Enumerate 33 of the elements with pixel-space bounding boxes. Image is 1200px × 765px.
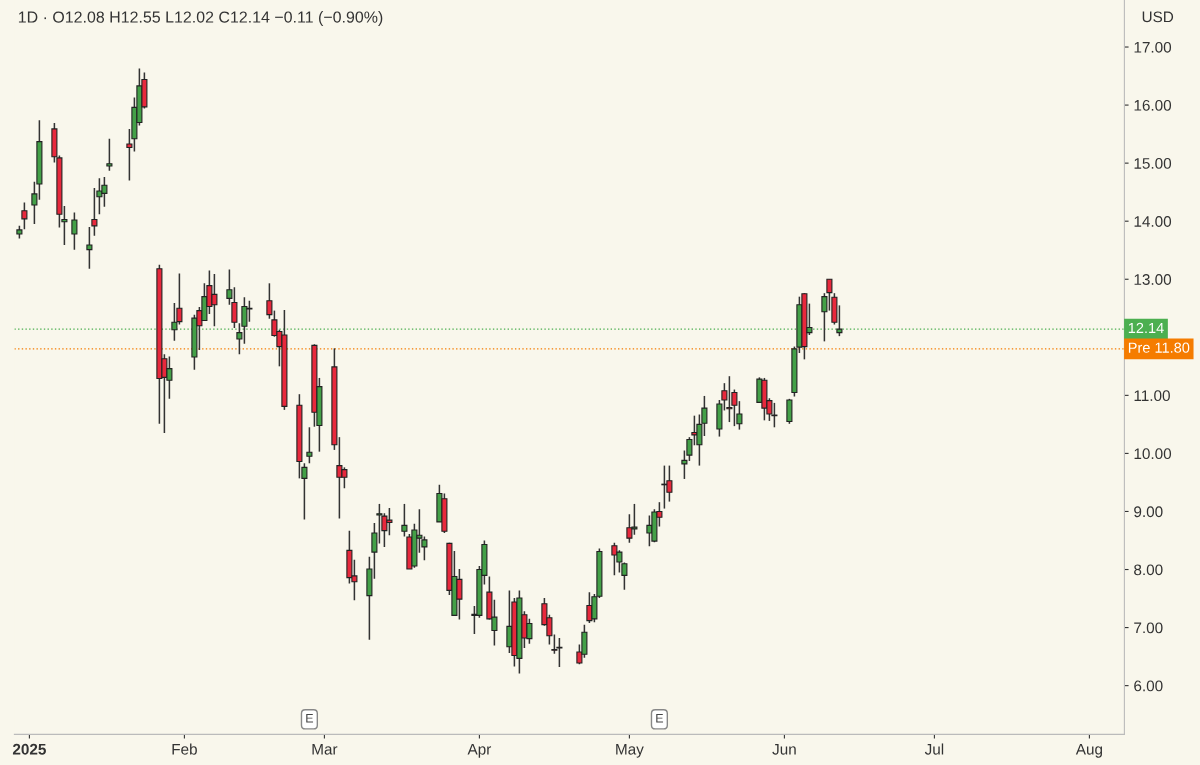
x-tick-label: Mar <box>312 743 338 755</box>
y-tick-label: 17.00 <box>1134 41 1172 53</box>
x-tick-label: Apr <box>467 743 492 758</box>
candlestick <box>21 201 28 231</box>
x-tick-label: 2025 <box>12 743 46 755</box>
x-tick-label: Feb <box>172 743 197 755</box>
annotation: E <box>306 713 314 723</box>
y-tick-label: 7.00 <box>1134 622 1163 634</box>
y-tick-label: 8.00 <box>1134 564 1163 576</box>
x-tick-label: Aug <box>1075 743 1103 758</box>
y-tick-label: 6.00 <box>1134 680 1163 692</box>
candlestick <box>106 137 113 172</box>
ref-line-label: 12.14 <box>1128 322 1164 333</box>
ref-line-label: Pre 11.80 <box>1128 342 1190 353</box>
candlestick <box>306 426 313 465</box>
candlestick <box>71 211 78 251</box>
candlestick <box>821 292 828 343</box>
y-tick-label: 14.00 <box>1134 216 1172 227</box>
y-tick-label: 16.00 <box>1134 99 1172 111</box>
candlestick <box>786 398 793 425</box>
y-tick-label: 10.00 <box>1134 448 1172 460</box>
y-tick-label: 13.00 <box>1134 274 1172 285</box>
y-axis-title: USD <box>1142 11 1174 23</box>
annotation: E <box>656 713 664 723</box>
y-tick-label: 11.00 <box>1134 390 1170 402</box>
candlestick <box>401 503 408 538</box>
y-tick-label: 9.00 <box>1134 506 1163 518</box>
x-tick-label: May <box>616 743 644 758</box>
candlestick <box>86 226 93 270</box>
y-tick-label: 15.00 <box>1134 158 1172 169</box>
text: 1D · O12.08 H12.55 L12.02 C12.14 −0.11 (−0.90%) <box>18 11 383 26</box>
x-tick-label: Jul <box>924 743 944 755</box>
x-tick-label: Jun <box>772 743 796 755</box>
